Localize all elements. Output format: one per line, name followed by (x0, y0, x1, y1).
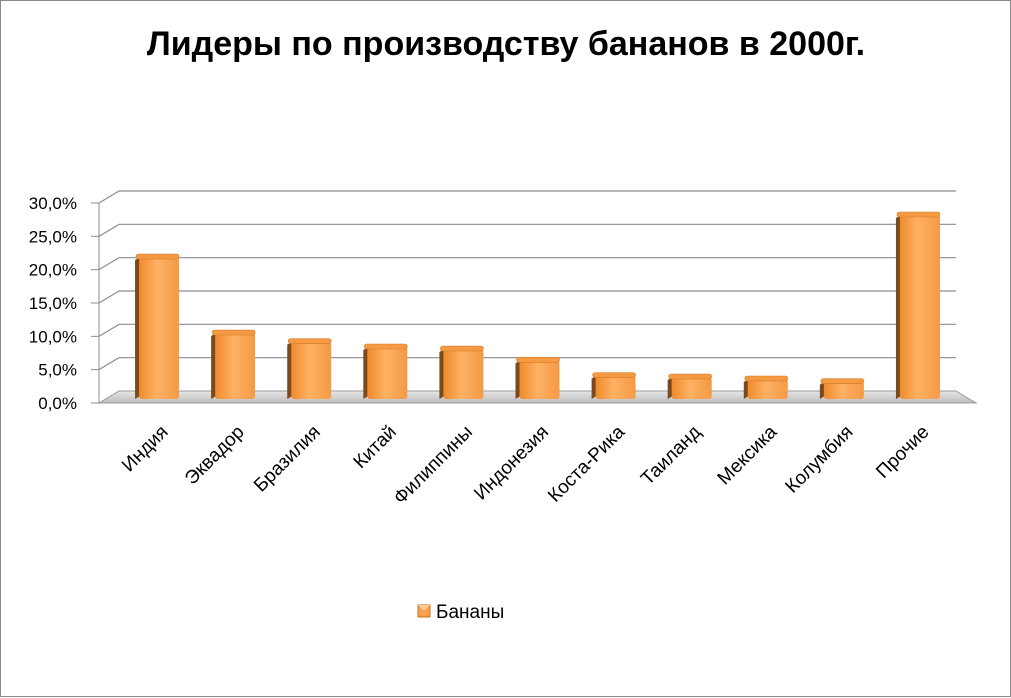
x-tick-label: Мексика (714, 421, 782, 489)
bar-top (364, 343, 408, 350)
bar-front (367, 347, 408, 399)
bar-top (287, 338, 332, 344)
bar-side (515, 360, 521, 399)
bar-front (899, 215, 940, 399)
bar-side (135, 257, 141, 399)
legend-swatch-shade (418, 605, 430, 611)
bar (591, 372, 636, 399)
y-tick-label: 0,0% (38, 394, 77, 413)
y-tick-label: 10,0% (29, 327, 77, 346)
bar-top (820, 378, 865, 384)
x-tick-label: Индонезия (470, 422, 553, 505)
bar-top (211, 329, 256, 336)
bar-front (443, 349, 484, 399)
bar-side (211, 333, 217, 399)
bar-side (363, 347, 369, 399)
bar (515, 357, 560, 399)
bar (363, 343, 408, 399)
bar (439, 345, 484, 399)
bar-front (823, 381, 864, 399)
x-tick-label: Китай (350, 422, 401, 473)
bar (895, 211, 941, 399)
bar-side (591, 375, 597, 399)
x-tick-label: Индия (118, 422, 173, 477)
bar (135, 253, 180, 399)
bar (819, 378, 865, 399)
bar (211, 329, 256, 399)
x-tick-label: Бразилия (250, 422, 325, 497)
bar-side (667, 377, 673, 399)
bar-side (895, 215, 901, 399)
y-tick-label: 25,0% (29, 227, 77, 246)
x-tick-label: Прочие (872, 422, 933, 483)
y-axis: 0,0% 5,0% 10,0% 15,0% 20,0% 25,0% 30,0% (29, 194, 100, 413)
bar (743, 375, 789, 399)
legend: Бананы (417, 602, 504, 623)
bar-side (287, 341, 293, 399)
x-tick-label: Эквадор (181, 422, 249, 490)
bar (667, 373, 712, 399)
bar-front (215, 333, 256, 399)
chart-title: Лидеры по производству бананов в 2000г. (147, 25, 865, 63)
x-axis: Индия Эквадор Бразилия КитайФилиппиныИндоне… (118, 421, 933, 508)
bar-top (516, 357, 560, 363)
bar-front (291, 341, 332, 399)
y-tick-label: 20,0% (29, 261, 77, 280)
x-tick-label: Коста-Рика (544, 421, 629, 506)
bar-top (440, 345, 484, 352)
bar-top (668, 373, 712, 380)
gridline-side (98, 290, 120, 304)
bar-top (135, 253, 180, 260)
y-tick-label: 5,0% (38, 361, 77, 380)
bar-front (595, 375, 636, 399)
bar-front (139, 257, 180, 399)
gridline-side (98, 190, 120, 204)
bar-front (747, 379, 788, 399)
bars (135, 211, 941, 399)
bar-top (592, 372, 636, 378)
gridline-side (98, 223, 120, 237)
x-tick-label: Филиппины (390, 422, 477, 509)
bar-top (896, 211, 941, 218)
legend-label: Бананы (436, 602, 504, 623)
bar (287, 338, 332, 399)
bar-side (819, 381, 825, 399)
bar-side (439, 349, 445, 399)
bar-front (519, 360, 560, 399)
gridline-side (98, 323, 120, 337)
bar-front (671, 377, 712, 399)
bar-side (743, 379, 749, 399)
gridline-side (98, 257, 120, 271)
bar-top (744, 375, 789, 382)
x-tick-label: Колумбия (782, 422, 858, 498)
y-tick-label: 30,0% (29, 194, 77, 213)
x-tick-label: Таиланд (637, 422, 705, 490)
gridline-side (98, 357, 120, 371)
y-tick-label: 15,0% (29, 294, 77, 313)
